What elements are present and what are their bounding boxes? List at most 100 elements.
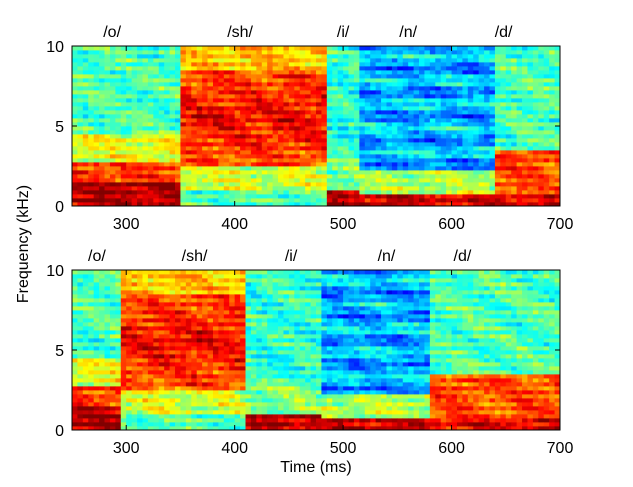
- heatmap-cell: [240, 142, 246, 147]
- heatmap-cell: [218, 278, 225, 283]
- heatmap-cell: [223, 122, 230, 127]
- heatmap-cell: [99, 270, 105, 275]
- heatmap-cell: [191, 150, 198, 155]
- heatmap-cell: [337, 202, 344, 207]
- heatmap-cell: [554, 194, 561, 199]
- heatmap-cell: [435, 150, 442, 155]
- heatmap-cell: [375, 178, 382, 183]
- heatmap-cell: [250, 322, 257, 327]
- heatmap-cell: [532, 118, 539, 123]
- heatmap-cell: [505, 138, 512, 143]
- heatmap-cell: [72, 78, 78, 83]
- heatmap-cell: [326, 166, 333, 171]
- heatmap-cell: [549, 110, 555, 115]
- heatmap-cell: [424, 86, 431, 91]
- heatmap-cell: [131, 278, 138, 283]
- heatmap-cell: [429, 122, 436, 127]
- heatmap-cell: [158, 146, 165, 151]
- heatmap-cell: [164, 334, 170, 339]
- heatmap-cell: [196, 358, 203, 363]
- heatmap-cell: [234, 322, 241, 327]
- heatmap-cell: [131, 82, 138, 87]
- heatmap-cell: [446, 86, 452, 91]
- heatmap-cell: [467, 158, 474, 163]
- heatmap-cell: [164, 330, 170, 335]
- heatmap-cell: [538, 62, 545, 67]
- heatmap-cell: [223, 78, 230, 83]
- heatmap-cell: [137, 374, 143, 379]
- heatmap-cell: [158, 274, 165, 279]
- heatmap-cell: [175, 90, 181, 95]
- heatmap-cell: [82, 110, 89, 115]
- heatmap-cell: [142, 378, 149, 383]
- heatmap-cell: [343, 86, 349, 91]
- heatmap-cell: [446, 154, 452, 159]
- heatmap-cell: [348, 74, 355, 79]
- heatmap-cell: [527, 170, 534, 175]
- heatmap-cell: [175, 182, 181, 187]
- heatmap-cell: [538, 66, 545, 71]
- heatmap-cell: [511, 198, 518, 203]
- heatmap-cell: [175, 374, 181, 379]
- heatmap-cell: [532, 130, 539, 135]
- heatmap-cell: [310, 202, 317, 207]
- heatmap-cell: [120, 350, 127, 355]
- heatmap-cell: [332, 162, 339, 167]
- heatmap-cell: [402, 186, 409, 191]
- heatmap-cell: [294, 78, 301, 83]
- heatmap-cell: [164, 314, 170, 319]
- heatmap-cell: [343, 114, 349, 119]
- heatmap-cell: [93, 306, 100, 311]
- heatmap-cell: [126, 166, 133, 171]
- heatmap-cell: [82, 366, 89, 371]
- heatmap-cell: [451, 130, 458, 135]
- heatmap-cell: [267, 118, 274, 123]
- heatmap-cell: [175, 146, 181, 151]
- heatmap-cell: [391, 170, 398, 175]
- heatmap-cell: [229, 338, 236, 343]
- heatmap-cell: [278, 118, 284, 123]
- heatmap-cell: [191, 390, 198, 395]
- heatmap-cell: [261, 190, 268, 195]
- heatmap-cell: [88, 90, 95, 95]
- heatmap-cell: [456, 102, 463, 107]
- heatmap-cell: [467, 114, 474, 119]
- heatmap-cell: [82, 294, 89, 299]
- heatmap-cell: [137, 166, 143, 171]
- heatmap-cell: [489, 142, 496, 147]
- heatmap-cell: [343, 178, 349, 183]
- heatmap-cell: [250, 390, 257, 395]
- heatmap-cell: [212, 182, 219, 187]
- heatmap-cell: [467, 142, 474, 147]
- heatmap-cell: [218, 382, 225, 387]
- heatmap-cell: [175, 118, 181, 123]
- heatmap-cell: [408, 70, 414, 75]
- heatmap-cell: [505, 118, 512, 123]
- heatmap-cell: [115, 282, 122, 287]
- heatmap-cell: [370, 106, 377, 111]
- heatmap-cell: [408, 194, 414, 199]
- heatmap-cell: [158, 278, 165, 283]
- heatmap-cell: [185, 406, 192, 411]
- heatmap-cell: [494, 174, 501, 179]
- heatmap-cell: [267, 126, 274, 131]
- heatmap-cell: [467, 174, 474, 179]
- heatmap-cell: [375, 106, 382, 111]
- heatmap-cell: [191, 278, 198, 283]
- heatmap-cell: [538, 58, 545, 63]
- heatmap-cell: [191, 66, 198, 71]
- heatmap-cell: [109, 398, 116, 403]
- heatmap-cell: [462, 114, 469, 119]
- heatmap-cell: [109, 118, 116, 123]
- heatmap-cell: [142, 146, 149, 151]
- heatmap-cell: [386, 134, 393, 139]
- heatmap-cell: [88, 178, 95, 183]
- heatmap-cell: [202, 342, 208, 347]
- heatmap-cell: [489, 202, 496, 207]
- heatmap-cell: [93, 90, 100, 95]
- heatmap-cell: [175, 350, 181, 355]
- heatmap-cell: [196, 102, 203, 107]
- heatmap-cell: [82, 174, 89, 179]
- heatmap-cell: [207, 158, 214, 163]
- heatmap-cell: [278, 166, 284, 171]
